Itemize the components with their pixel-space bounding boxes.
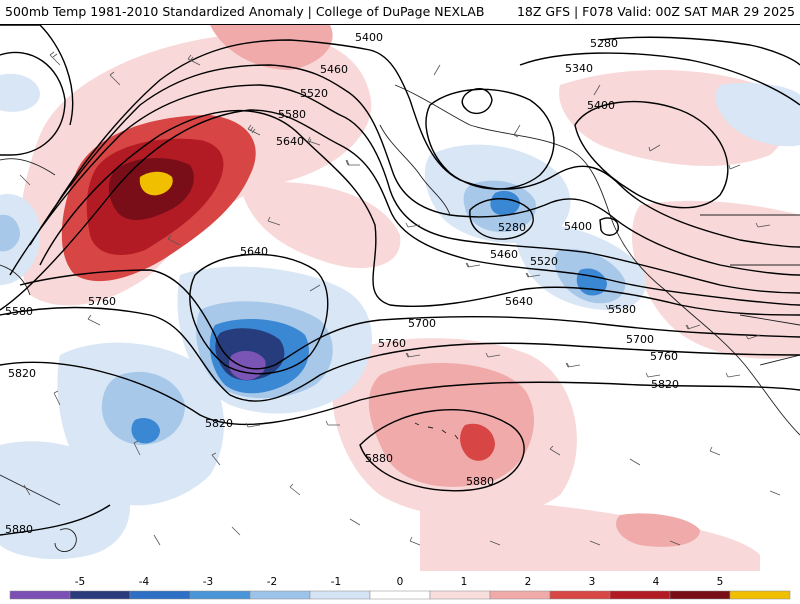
colorbar-tick-label: 3 [589, 576, 596, 588]
cold-anomaly-region [101, 371, 185, 445]
contour-label: 5400 [587, 99, 615, 112]
colorbar-tick-label: -3 [203, 576, 213, 588]
warm-anomaly-region [210, 25, 333, 70]
contour-label: 5880 [5, 523, 33, 536]
cold-anomaly-region [715, 83, 800, 147]
colorbar-swatch [429, 590, 491, 600]
contour-label: 5400 [355, 31, 383, 44]
colorbar-tick-label: -2 [267, 576, 277, 588]
wind-barbs [19, 51, 781, 546]
contour-label: 5280 [590, 37, 618, 50]
cold-anomaly-region [229, 350, 266, 381]
contour-label: 5640 [240, 245, 268, 258]
contour-label: 5700 [626, 333, 654, 346]
contour-label: 5640 [505, 295, 533, 308]
cold-anomaly-region [131, 418, 160, 444]
colorbar-swatch [129, 590, 191, 600]
colorbar-ticks: -5 -4 -3 -2 -1 0 1 2 3 4 5 [75, 576, 724, 588]
colorbar-swatch [669, 590, 731, 600]
warm-anomaly-region [368, 363, 534, 487]
contour-label: 5760 [378, 337, 406, 350]
warm-anomaly-region [460, 423, 495, 461]
warm-anomaly-region [616, 513, 700, 547]
warm-anomaly-region [631, 200, 800, 359]
contour-label: 5400 [564, 220, 592, 233]
contour-label: 5820 [8, 367, 36, 380]
cold-anomaly-region [0, 214, 20, 252]
cold-anomaly-region [0, 441, 130, 560]
contour-label: 5640 [276, 135, 304, 148]
cold-anomaly-region [0, 73, 40, 112]
colorbar-swatch [609, 590, 671, 600]
anomaly-colorbar: -5 -4 -3 -2 -1 0 1 2 3 4 5 [0, 571, 800, 600]
colorbar-swatch [369, 590, 431, 600]
contour-label: 5340 [565, 62, 593, 75]
contour-label: 5760 [650, 350, 678, 363]
contour-label: 5820 [205, 417, 233, 430]
contour-label: 5580 [5, 305, 33, 318]
colorbar-tick-label: 1 [461, 576, 468, 588]
warm-anomaly-region [240, 182, 401, 268]
warm-anomaly-region [139, 171, 173, 196]
colorbar-swatch [309, 590, 371, 600]
colorbar-swatch [189, 590, 251, 600]
contour-labels: 5400 5460 5520 5580 5640 5640 5760 5580 … [5, 31, 679, 536]
contour-label: 5700 [408, 317, 436, 330]
colorbar-tick-label: -1 [331, 576, 341, 588]
colorbar-swatch [69, 590, 131, 600]
coastlines [0, 84, 800, 552]
colorbar-swatch [9, 590, 71, 600]
contour-label: 5280 [498, 221, 526, 234]
colorbar-tick-label: -5 [75, 576, 85, 588]
contour-label: 5520 [300, 87, 328, 100]
contour-label: 5580 [278, 108, 306, 121]
colorbar-tick-label: 5 [717, 576, 724, 588]
colorbar-swatch [489, 590, 551, 600]
colorbar-tick-label: 0 [397, 576, 404, 588]
height-contours [0, 25, 800, 536]
colorbar-tick-label: 2 [525, 576, 532, 588]
cold-anomaly-region [490, 190, 520, 216]
colorbar-swatches [9, 590, 791, 600]
contour-label: 5760 [88, 295, 116, 308]
colorbar-swatch [249, 590, 311, 600]
contour-label: 5820 [651, 378, 679, 391]
colorbar-tick-label: 4 [653, 576, 660, 588]
contour-label: 5580 [608, 303, 636, 316]
colorbar-swatch [549, 590, 611, 600]
anomaly-map: 5400 5460 5520 5580 5640 5640 5760 5580 … [0, 25, 800, 571]
warm-anomaly-region [420, 500, 760, 571]
contour-label: 5460 [490, 248, 518, 261]
contour-label: 5520 [530, 255, 558, 268]
contour-label: 5460 [320, 63, 348, 76]
map-title: 500mb Temp 1981-2010 Standardized Anomal… [5, 4, 485, 19]
contour-label: 5880 [365, 452, 393, 465]
map-header: 500mb Temp 1981-2010 Standardized Anomal… [0, 0, 800, 25]
colorbar-swatch [729, 590, 791, 600]
colorbar-tick-label: -4 [139, 576, 150, 588]
contour-label: 5880 [466, 475, 494, 488]
model-run-info: 18Z GFS | F078 Valid: 00Z SAT MAR 29 202… [516, 4, 795, 19]
